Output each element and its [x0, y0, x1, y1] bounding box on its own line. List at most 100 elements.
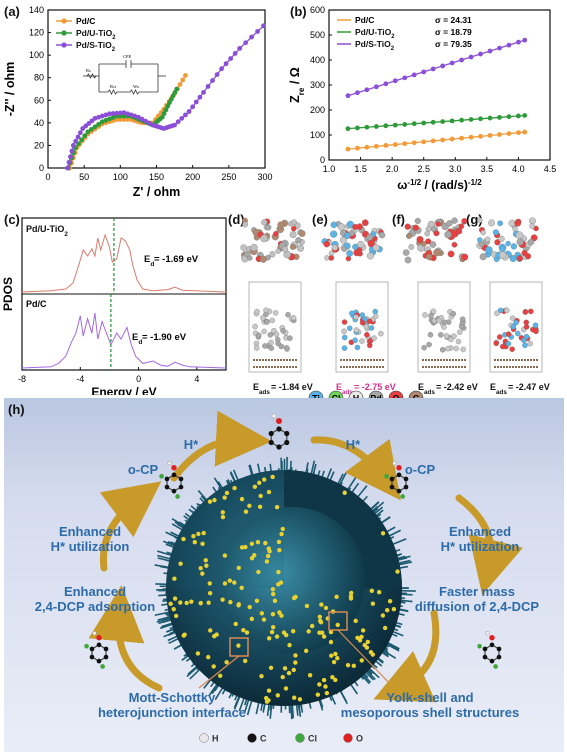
chlorine-atom — [400, 494, 405, 499]
atom — [344, 232, 351, 240]
atom — [510, 243, 517, 250]
atom — [297, 244, 304, 252]
y-axis-label: -Z'' / ohm — [3, 62, 17, 117]
atom — [436, 317, 442, 324]
data-point — [487, 115, 493, 121]
pd-particle — [323, 684, 328, 689]
atom — [345, 255, 352, 262]
data-point — [468, 117, 474, 122]
series-point — [179, 115, 185, 121]
pd-particle — [195, 651, 201, 656]
atom — [509, 346, 515, 352]
atom — [408, 244, 415, 250]
series-point — [75, 134, 81, 140]
ocp-left: o-CP — [127, 462, 159, 477]
chlorine-atom — [175, 494, 180, 499]
faster-diffusion-line1: Faster mass — [439, 584, 515, 599]
legend-atom-label: Cl — [332, 394, 341, 401]
atom — [456, 329, 463, 335]
ring-bond — [391, 474, 407, 492]
cpe-label: CPE — [123, 54, 132, 59]
atom — [406, 232, 413, 239]
series-point — [110, 111, 116, 116]
data-point — [506, 131, 512, 137]
pd-particle — [220, 597, 225, 602]
series-point — [143, 118, 149, 124]
series-point — [261, 23, 266, 29]
atom — [265, 224, 272, 231]
x-tick-label: 0 — [136, 374, 141, 384]
pd-particle — [261, 617, 267, 622]
series-point — [183, 112, 188, 118]
hydrogen-atom — [167, 461, 172, 466]
pd-particle — [232, 580, 237, 585]
y-tick-label: 140 — [29, 5, 44, 15]
flow-arrow — [373, 609, 440, 703]
atom — [455, 338, 462, 345]
data-point — [516, 130, 521, 136]
hydrogen-atom — [392, 461, 397, 466]
atom — [259, 255, 267, 263]
atom — [242, 221, 248, 228]
atom — [328, 255, 335, 261]
x-tick-label: 1.0 — [323, 164, 336, 174]
pd-particle — [270, 624, 276, 630]
pd-particle — [365, 639, 371, 645]
flow-arrow — [170, 410, 272, 482]
atom — [275, 336, 281, 343]
cell-box — [248, 281, 302, 373]
data-point — [468, 134, 474, 140]
pd-particle — [281, 630, 287, 635]
atom — [346, 250, 353, 257]
atom — [261, 219, 268, 226]
eads-value: = -2.75 eV — [354, 382, 396, 392]
atom — [512, 226, 518, 232]
atom — [244, 250, 251, 258]
pd-particle — [270, 611, 276, 617]
atom — [505, 340, 512, 347]
series-point — [92, 124, 98, 130]
atom — [262, 343, 268, 349]
pd-particle — [243, 544, 248, 550]
atom — [281, 246, 289, 253]
data-point — [383, 143, 389, 148]
carbon-atom — [403, 484, 409, 490]
x-tick-label: 2.5 — [417, 164, 430, 174]
yolk-shell-line1: Yolk-shell and — [386, 690, 474, 705]
pd-particle — [303, 648, 309, 654]
flow-arrow — [99, 481, 162, 572]
pd-particle — [241, 627, 246, 633]
atom — [529, 223, 535, 229]
atom — [497, 307, 504, 314]
wo-label: Wo — [133, 84, 140, 89]
pd-particle — [224, 490, 230, 496]
pd-particle — [323, 605, 329, 611]
sigma-label: σ = 18.79 — [435, 27, 472, 37]
carbon-atom — [89, 646, 95, 652]
hstar-left: H* — [183, 437, 199, 452]
atom — [479, 253, 487, 261]
atom-legend-label: Cl — [308, 734, 317, 744]
series-point — [175, 119, 181, 125]
carbon-atom — [389, 484, 395, 490]
pd-particle — [211, 664, 216, 669]
atom — [366, 318, 373, 324]
atom — [480, 229, 486, 236]
pd-particle — [348, 594, 354, 599]
series-point — [232, 51, 238, 56]
legend-label: Pd/S-TiO2 — [76, 40, 116, 53]
legend-label: Pd/U-TiO2 — [355, 27, 395, 40]
carbon-atom — [171, 488, 177, 494]
enhanced-h-left: Enhanced H* utilization — [30, 524, 150, 554]
pd-particle — [220, 514, 226, 520]
atom — [269, 251, 276, 258]
pd-particle — [330, 675, 335, 680]
atom — [451, 241, 458, 248]
data-point — [430, 119, 436, 125]
y-tick-label: 100 — [310, 130, 325, 140]
chlorine-atom — [384, 473, 389, 479]
cell-box — [335, 281, 389, 373]
pd-particle — [387, 599, 393, 604]
series-point — [243, 40, 249, 46]
pd-particle — [264, 699, 270, 704]
